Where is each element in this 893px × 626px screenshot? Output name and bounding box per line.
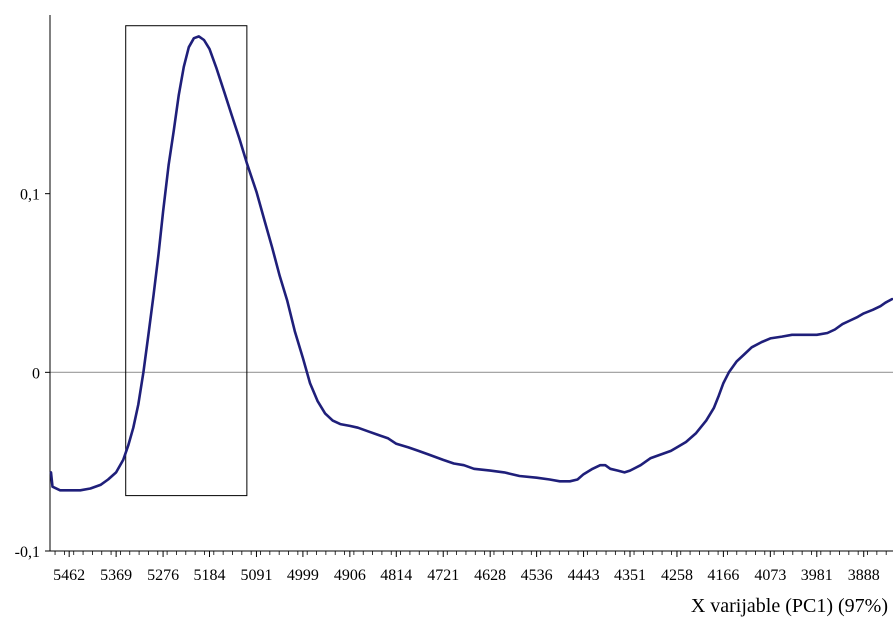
x-tick-label: 4443 [568,567,600,584]
y-tick-label: -0,1 [15,544,40,561]
x-tick-label: 4258 [661,567,693,584]
axes-layer [45,15,893,557]
x-tick-label: 4166 [707,567,739,584]
x-tick-label: 5091 [240,567,272,584]
x-tick-label: 4073 [754,567,786,584]
x-tick-label: 5184 [194,567,226,584]
x-tick-label: 4536 [521,567,553,584]
x-axis-title: X varijable (PC1) (97%) [691,595,888,617]
highlight-box-layer [125,25,248,497]
series-layer [49,35,893,492]
x-tick-label: 4814 [380,567,412,584]
y-tick-labels: -0,1 0 0,1 [15,187,40,561]
x-tick-label: 3981 [801,567,833,584]
x-tick-label: 4721 [427,567,459,584]
x-tick-labels: 5462 5369 5276 5184 5091 4999 4906 4814 4721 4628… [53,567,880,584]
x-tick-label: 5369 [100,567,132,584]
series-line [49,35,893,492]
x-tick-label: 3888 [848,567,880,584]
x-tick-label: 5276 [147,567,179,584]
y-tick-label: 0,1 [20,187,40,204]
x-tick-label: 4628 [474,567,506,584]
x-tick-label: 4351 [614,567,646,584]
y-tick-label: 0 [32,365,40,382]
x-tick-label: 5462 [53,567,85,584]
highlight-box [125,25,248,497]
x-tick-label: 4906 [334,567,366,584]
x-tick-label: 4999 [287,567,319,584]
